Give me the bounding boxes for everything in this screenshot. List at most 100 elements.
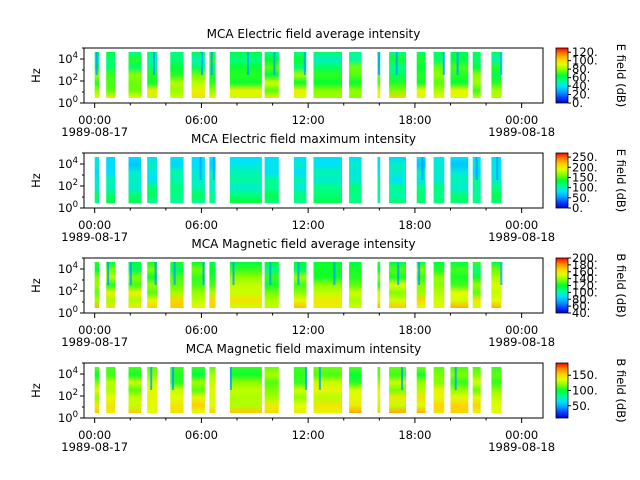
colorbar-tick-label: 60. xyxy=(572,71,590,85)
x-tick-date: 1989-08-17 xyxy=(61,125,128,139)
x-tick-label: 00:00 xyxy=(505,323,538,337)
colorbar-label: B field (dB) xyxy=(614,358,628,422)
panel-3: MCA Magnetic field average intensity 104 1… xyxy=(29,237,628,349)
spectrogram-data xyxy=(94,52,503,98)
y-axis-label: Hz xyxy=(29,383,43,398)
data-segment xyxy=(472,367,481,413)
tick-base: 10 xyxy=(58,262,73,276)
tick-base: 10 xyxy=(58,179,73,193)
data-streak xyxy=(442,52,445,75)
data-segment xyxy=(313,52,342,98)
tick-exponent: 4 xyxy=(73,51,78,61)
axes-frame xyxy=(83,257,544,314)
data-segment xyxy=(209,157,216,203)
data-streak xyxy=(129,262,132,285)
data-streak xyxy=(247,52,250,75)
tick-exponent: 4 xyxy=(73,156,78,166)
data-segment xyxy=(416,262,426,308)
data-segment xyxy=(491,367,502,413)
colorbar xyxy=(555,257,569,314)
colorbar-tick-label: 80. xyxy=(572,292,590,306)
x-tick-label: 12:00 xyxy=(292,323,325,337)
data-segment xyxy=(264,262,279,308)
data-segment xyxy=(416,157,426,203)
x-tick-label: 18:00 xyxy=(398,428,431,442)
y-tick-label: 100 xyxy=(58,410,78,425)
data-segment xyxy=(128,157,141,203)
panel-title: MCA Magnetic field maximum intensity xyxy=(186,342,422,356)
data-segment xyxy=(491,52,502,98)
data-segment xyxy=(94,367,100,413)
x-tick-label: 00:00 xyxy=(505,218,538,232)
axes-frame xyxy=(83,362,544,419)
tick-base: 10 xyxy=(58,74,73,88)
data-streak xyxy=(232,262,235,285)
colorbar-tick-label: 100. xyxy=(572,285,598,299)
x-tick-date: 1989-08-17 xyxy=(61,335,128,349)
panel-title: MCA Magnetic field average intensity xyxy=(191,237,415,251)
colorbar-label: E field (dB) xyxy=(614,44,628,108)
tick-exponent: 2 xyxy=(73,283,78,293)
data-segment xyxy=(349,157,362,203)
data-segment xyxy=(209,367,216,413)
data-streak xyxy=(456,52,459,75)
data-streak xyxy=(269,262,272,285)
tick-exponent: 0 xyxy=(73,95,78,105)
data-segment xyxy=(349,52,362,98)
panel-2: MCA Electric field maximum intensity 10 4 1… xyxy=(29,132,628,244)
data-streak xyxy=(500,52,503,75)
x-tick-label: 18:00 xyxy=(398,113,431,127)
data-streak xyxy=(150,367,153,390)
data-segment xyxy=(313,367,342,413)
data-streak xyxy=(454,367,457,390)
data-segment xyxy=(209,262,216,308)
x-tick-label: 06:00 xyxy=(185,113,218,127)
panel-title: MCA Electric field maximum intensity xyxy=(191,132,416,146)
colorbar-tick-label: 150. xyxy=(572,170,598,184)
x-tick-label: 00:00 xyxy=(78,428,111,442)
data-streak xyxy=(418,262,421,285)
data-segment xyxy=(170,262,184,308)
colorbar-tick-label: 160. xyxy=(572,265,598,279)
data-segment xyxy=(491,262,502,308)
tick-exponent: 0 xyxy=(73,410,78,420)
colorbar-tick-label: 80. xyxy=(572,62,590,76)
data-segment xyxy=(313,157,342,203)
data-streak xyxy=(154,262,157,285)
data-streak xyxy=(305,367,308,390)
data-segment xyxy=(264,52,279,98)
data-streak xyxy=(303,52,306,75)
data-segment xyxy=(229,52,262,98)
data-streak xyxy=(202,262,205,285)
data-segment xyxy=(416,367,426,413)
colorbar-tick-label: 180. xyxy=(572,258,598,272)
y-tick-label: 100 xyxy=(58,95,78,110)
data-segment xyxy=(229,157,262,203)
data-streak xyxy=(333,262,336,285)
colorbar-tick-label: 100. xyxy=(572,384,598,398)
axes-frame xyxy=(83,152,544,209)
colorbar-tick-label: 20. xyxy=(572,88,590,102)
data-streak xyxy=(229,367,232,390)
colorbar-tick-label: 50. xyxy=(572,399,590,413)
data-streak xyxy=(397,262,400,285)
data-segment xyxy=(106,52,116,98)
data-segment xyxy=(128,367,141,413)
y-tick-label: 102 xyxy=(58,73,78,88)
data-segment xyxy=(433,262,445,308)
x-tick-date: 1989-08-18 xyxy=(488,335,555,349)
colorbar-label: B field (dB) xyxy=(614,253,628,317)
tick-exponent: 2 xyxy=(73,388,78,398)
x-tick-label: 00:00 xyxy=(78,323,111,337)
data-streak xyxy=(378,52,381,75)
x-tick-label: 00:00 xyxy=(78,218,111,232)
tick-base: 10 xyxy=(58,201,73,215)
tick-exponent: 4 xyxy=(73,261,78,271)
tick-base: 10 xyxy=(58,52,73,66)
x-tick-label: 00:00 xyxy=(505,113,538,127)
tick-exponent: 0 xyxy=(73,200,78,210)
data-segment xyxy=(264,157,279,203)
data-streak xyxy=(212,157,215,180)
x-tick-label: 12:00 xyxy=(292,428,325,442)
data-streak xyxy=(297,262,300,285)
